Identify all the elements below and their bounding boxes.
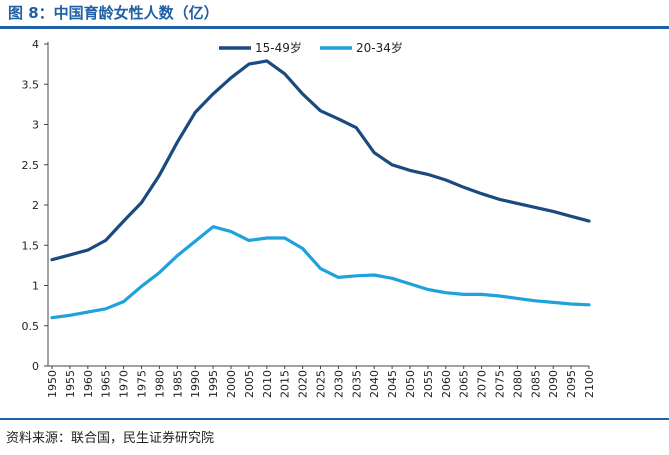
x-tick-label: 1950: [46, 370, 59, 398]
x-tick-label: 2060: [440, 370, 453, 398]
source-note: 资料来源：联合国，民生证券研究院: [6, 431, 215, 446]
y-tick-label: 1.5: [22, 239, 40, 252]
x-tick-label: 1955: [64, 370, 77, 398]
y-tick-label: 4: [32, 38, 39, 51]
x-tick-label: 2015: [279, 370, 292, 398]
y-tick-label: 1: [32, 280, 39, 293]
title-divider: [0, 26, 669, 29]
y-tick-label: 0.5: [22, 320, 40, 333]
x-tick-label: 2000: [225, 370, 238, 398]
x-tick-label: 1985: [171, 370, 184, 398]
x-tick-label: 1960: [82, 370, 95, 398]
x-tick-label: 2050: [404, 370, 417, 398]
x-tick-label: 1965: [100, 370, 113, 398]
x-tick-label: 1975: [136, 370, 149, 398]
chart-series: [50, 59, 591, 320]
x-tick-label: 2055: [422, 370, 435, 398]
x-tick-label: 2005: [243, 370, 256, 398]
x-tick-label: 2075: [494, 370, 507, 398]
y-tick-label: 2: [32, 199, 39, 212]
y-tick-label: 3: [32, 119, 39, 132]
x-tick-label: 2010: [261, 370, 274, 398]
footer-divider: [0, 418, 669, 420]
legend-label-2: 20-34岁: [356, 40, 403, 55]
x-tick-label: 2030: [332, 370, 345, 398]
series-line-1: [50, 59, 591, 262]
y-tick-label: 0: [32, 360, 39, 373]
x-tick-label: 1970: [118, 370, 131, 398]
chart-legend: 15-49岁 20-34岁: [219, 40, 403, 55]
x-tick-label: 2025: [315, 370, 328, 398]
x-tick-label: 1990: [189, 370, 202, 398]
x-tick-label: 2085: [529, 370, 542, 398]
legend-label-1: 15-49岁: [255, 40, 302, 55]
x-tick-label: 2100: [583, 370, 596, 398]
x-tick-label: 1995: [207, 370, 220, 398]
x-tick-label: 2045: [386, 370, 399, 398]
y-tick-label: 3.5: [22, 78, 40, 91]
y-tick-label: 2.5: [22, 159, 40, 172]
x-tick-label: 2020: [297, 370, 310, 398]
series-line-2: [50, 225, 591, 320]
x-tick-label: 2040: [368, 370, 381, 398]
chart-title: 图 8：中国育龄女性人数（亿）: [8, 4, 219, 22]
x-tick-label: 2095: [565, 370, 578, 398]
chart-axes: 0 0.5 1 1.5 2 2.5 3 3.5 4 1950 1955 1960 1965 1970 197…: [22, 38, 597, 398]
x-tick-label: 2035: [350, 370, 363, 398]
x-tick-label: 2065: [458, 370, 471, 398]
x-tick-label: 1980: [153, 370, 166, 398]
x-tick-label: 2070: [476, 370, 489, 398]
x-tick-label: 2090: [547, 370, 560, 398]
x-tick-label: 2080: [511, 370, 524, 398]
